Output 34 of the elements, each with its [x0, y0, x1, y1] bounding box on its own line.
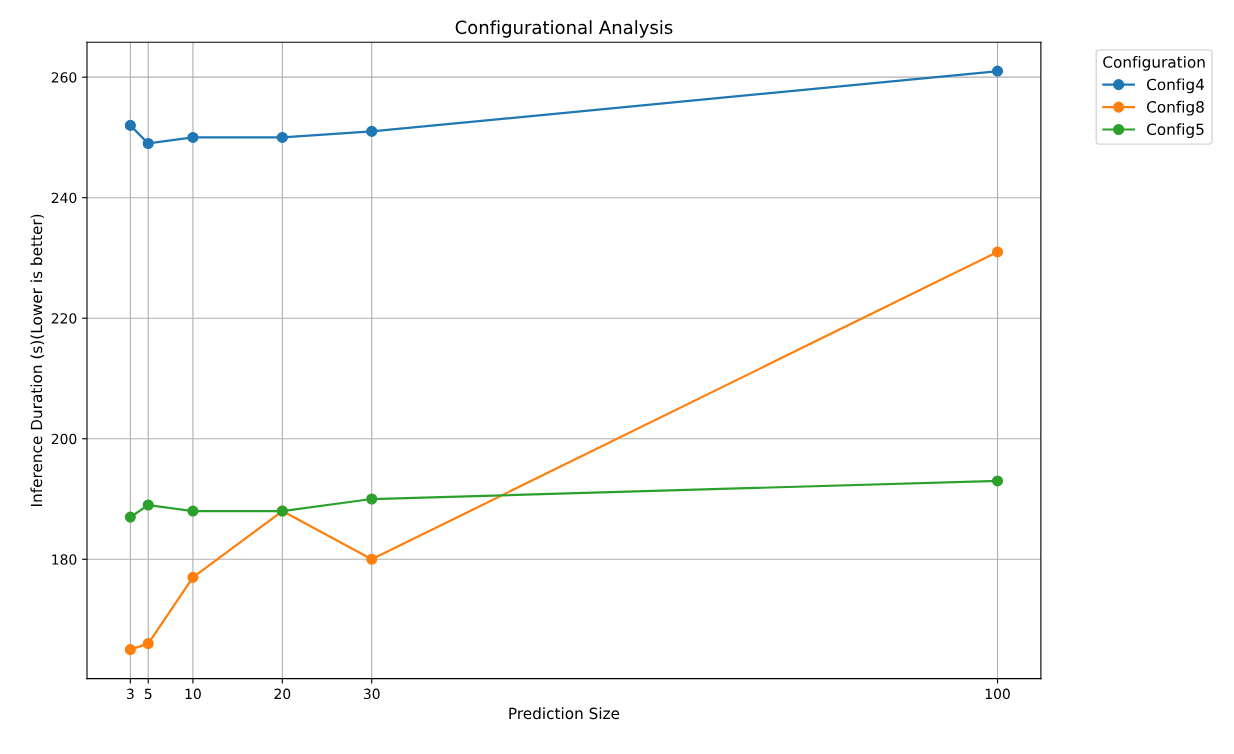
- x-tick-label: 100: [985, 688, 1010, 700]
- point: [991, 475, 1004, 487]
- point: [142, 137, 154, 150]
- point: [991, 65, 1004, 77]
- point: [187, 571, 199, 583]
- point: [366, 125, 378, 137]
- point: [991, 246, 1004, 258]
- point: [366, 553, 378, 565]
- legend-label: Config4: [1147, 78, 1205, 94]
- chart-title: Configurational Analysis: [455, 20, 673, 38]
- x-tick-label: 5: [144, 688, 152, 700]
- point: [124, 511, 136, 523]
- x-tick-label: 3: [127, 688, 134, 700]
- point: [187, 131, 199, 143]
- x-tick-label: 20: [274, 688, 291, 700]
- y-tick-label: 180: [52, 554, 77, 565]
- point: [142, 499, 154, 511]
- y-tick-label: 200: [51, 433, 77, 445]
- x-axis-title: Prediction Size: [509, 707, 620, 720]
- legend-title: Configuration: [1103, 55, 1205, 71]
- point: [124, 644, 136, 656]
- y-axis-title: Inference Duration (s)(Lower is better): [30, 214, 45, 506]
- legend-label: Config5: [1147, 123, 1204, 139]
- point: [187, 505, 199, 517]
- y-tick-label: 260: [51, 72, 77, 83]
- y-tick-label: 240: [51, 192, 77, 204]
- point: [124, 119, 136, 131]
- x-tick-label: 30: [363, 688, 380, 700]
- point: [276, 131, 288, 143]
- legend-label: Config8: [1147, 100, 1204, 116]
- point: [366, 493, 378, 505]
- y-tick-label: 220: [51, 313, 77, 324]
- point: [142, 638, 154, 650]
- x-tick-label: 10: [185, 688, 201, 700]
